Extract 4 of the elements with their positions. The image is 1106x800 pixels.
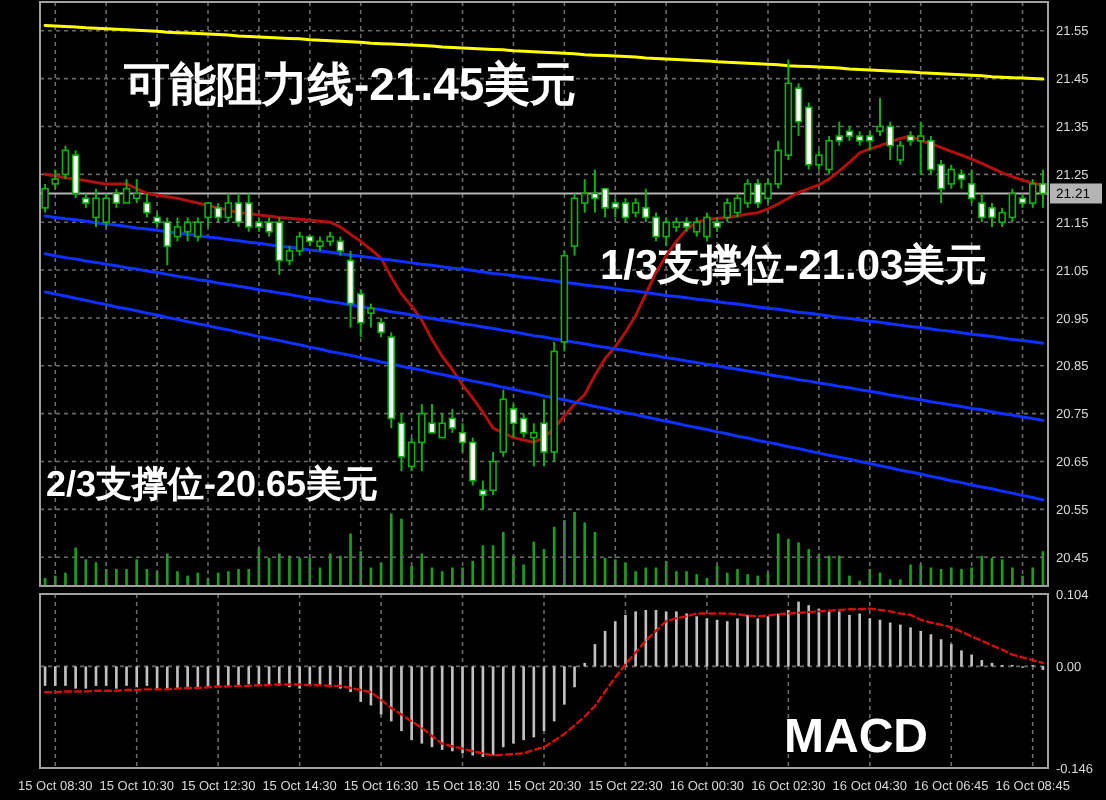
annotation: 1/3支撑位-21.03美元 bbox=[600, 241, 988, 289]
annotation: 可能阻力线-21.45美元 bbox=[122, 58, 577, 110]
annotation: 2/3支撑位-20.65美元 bbox=[46, 464, 379, 504]
annotation: MACD bbox=[784, 710, 928, 764]
